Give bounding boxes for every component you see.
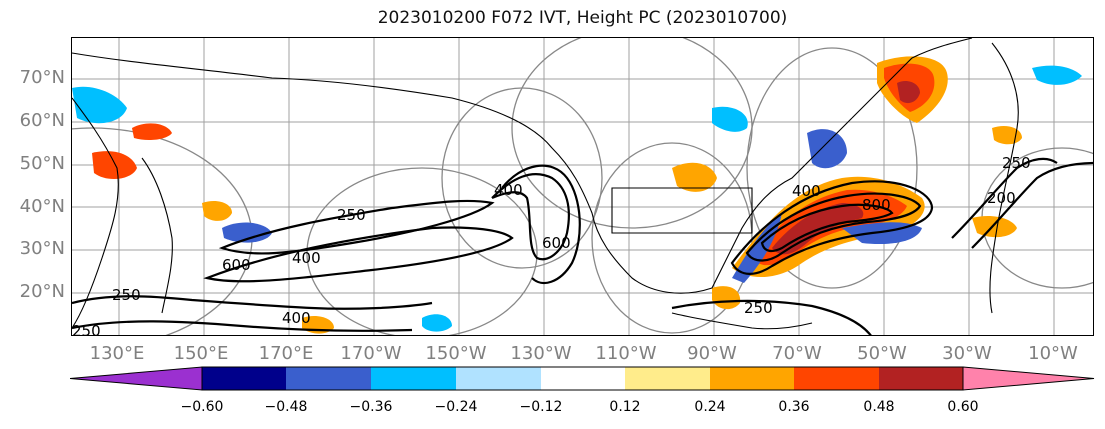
colorbar-tick: −0.12	[519, 399, 563, 415]
colorbar-segment	[625, 367, 710, 390]
contour-label: 200	[987, 189, 1016, 207]
colorbar-tick: −0.60	[180, 399, 224, 415]
lat-label: 20°N	[19, 281, 65, 302]
colorbar-segment	[456, 367, 541, 390]
contour-label: 250	[72, 322, 101, 336]
contour-labels: 250 600 400 250 400 250 400 600 250 400 …	[72, 154, 1031, 336]
colorbar-frame	[201, 366, 964, 391]
colorbar-tick: −0.48	[264, 399, 308, 415]
colorbar-tick: 0.36	[778, 399, 810, 415]
ivt-shading	[72, 56, 1082, 334]
colorbar-segment	[202, 367, 286, 390]
contour-label: 600	[222, 256, 251, 274]
map-canvas: 250 600 400 250 400 250 400 600 250 400 …	[72, 38, 1093, 336]
lat-label: 60°N	[19, 110, 65, 131]
colorbar-segment	[710, 367, 794, 390]
colorbar-segment	[371, 367, 456, 390]
lon-label: 70°W	[772, 343, 822, 364]
lon-label: 130°E	[89, 343, 145, 364]
lon-label: 170°E	[258, 343, 314, 364]
colorbar-tick: 0.12	[609, 399, 641, 415]
colorbar	[69, 366, 1095, 391]
colorbar-segment	[541, 367, 625, 390]
colorbar-svg	[69, 366, 1095, 391]
lat-label: 40°N	[19, 196, 65, 217]
colorbar-segment	[286, 367, 371, 390]
lat-label: 50°N	[19, 153, 65, 174]
lon-label: 30°W	[942, 343, 992, 364]
coastlines	[72, 38, 1019, 330]
contour-label: 800	[862, 196, 891, 214]
colorbar-segment	[69, 366, 203, 391]
contour-label: 250	[1002, 154, 1031, 172]
lon-label: 10°W	[1028, 343, 1078, 364]
colorbar-segment	[879, 367, 963, 390]
ivt-contours	[72, 157, 1093, 335]
contour-label: 400	[292, 249, 321, 267]
lat-label: 30°N	[19, 238, 65, 259]
lon-label: 110°W	[595, 343, 657, 364]
lon-label: 150°E	[173, 343, 229, 364]
map-title: 2023010200 F072 IVT, Height PC (20230107…	[377, 8, 788, 28]
map-panel: 250 600 400 250 400 250 400 600 250 400 …	[71, 37, 1094, 336]
colorbar-tick: 0.48	[863, 399, 895, 415]
contour-label: 400	[282, 309, 311, 327]
lon-label: 50°W	[857, 343, 907, 364]
contour-label: 250	[112, 286, 141, 304]
colorbar-tick: −0.36	[349, 399, 393, 415]
contour-label: 400	[494, 181, 523, 199]
lon-label: 90°W	[687, 343, 737, 364]
contour-label: 250	[337, 206, 366, 224]
lon-label: 150°W	[425, 343, 487, 364]
contour-label: 400	[792, 182, 821, 200]
colorbar-segment	[962, 366, 1095, 391]
colorbar-tick: −0.24	[434, 399, 478, 415]
colorbar-segment	[794, 367, 879, 390]
colorbar-tick: 0.60	[947, 399, 979, 415]
lon-label: 130°W	[510, 343, 572, 364]
lat-label: 70°N	[19, 67, 65, 88]
colorbar-tick: 0.24	[694, 399, 726, 415]
lon-label: 170°W	[340, 343, 402, 364]
contour-label: 600	[542, 234, 571, 252]
contour-label: 250	[744, 299, 773, 317]
